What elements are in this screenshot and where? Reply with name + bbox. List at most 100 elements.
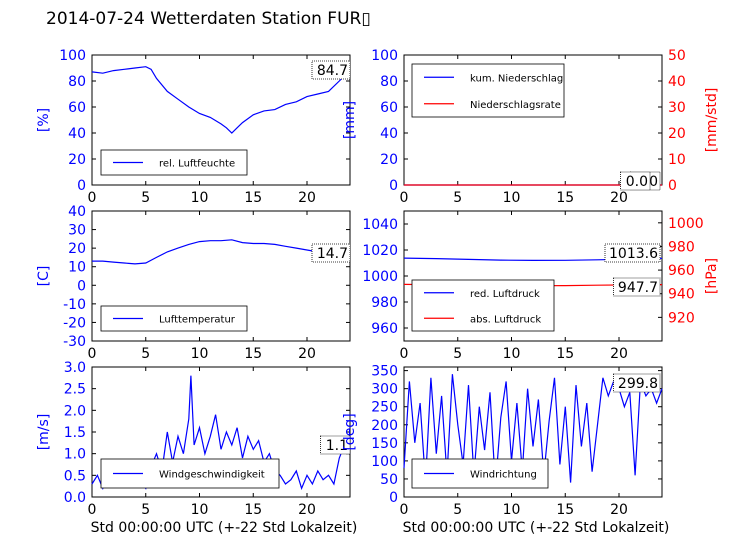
x-axis-label: Std 00:00:00 UTC (+-22 Std Lokalzeit) <box>403 520 670 536</box>
y-axis-label: [C] <box>36 266 52 287</box>
value-label: 947.7 <box>618 280 658 296</box>
x-tick-label: 20 <box>610 502 628 518</box>
y-tick-label: 1000 <box>362 269 398 285</box>
x-tick-label: 10 <box>503 502 521 518</box>
legend-frame <box>411 279 555 332</box>
value-box <box>604 243 661 263</box>
value-label: 14.7 <box>317 246 348 262</box>
legend-label: Windgeschwindigkeit <box>159 470 265 481</box>
y2-axis-label: [mm/std] <box>704 88 720 153</box>
x-tick-label: 15 <box>244 190 262 206</box>
x-tick-label: 0 <box>400 502 409 518</box>
y2-axis-label: [hPa] <box>704 258 720 294</box>
legend: Lufttemperatur <box>100 305 248 332</box>
y-tick-label: 20 <box>380 152 398 168</box>
x-tick-label: 5 <box>141 502 150 518</box>
y-tick-label: 60 <box>68 100 86 116</box>
y2-tick-label: 1000 <box>668 216 704 232</box>
y2-tick-label: 30 <box>668 100 686 116</box>
x-tick-label: 5 <box>453 346 462 362</box>
y-axis-label: [mm] <box>342 101 358 139</box>
x-tick-label: 5 <box>141 190 150 206</box>
legend-label: Windrichtung <box>470 470 537 481</box>
x-tick-label: 5 <box>141 346 150 362</box>
y2-tick-label: 960 <box>668 263 695 279</box>
y-tick-label: 1.0 <box>64 447 86 463</box>
y-axis-label: [%] <box>36 108 52 132</box>
legend: kum. Niederschlag Niederschlagsrate <box>411 63 565 118</box>
y-tick-label: 100 <box>371 454 398 470</box>
legend-label: rel. Luftfeuchte <box>159 159 235 170</box>
x-tick-label: 20 <box>610 346 628 362</box>
x-tick-label: 5 <box>453 502 462 518</box>
legend-label: kum. Niederschlag <box>470 73 563 84</box>
x-tick-label: 15 <box>556 190 574 206</box>
x-tick-label: 15 <box>556 502 574 518</box>
y-tick-label: 250 <box>371 400 398 416</box>
y2-tick-label: 920 <box>668 310 695 326</box>
x-tick-label: 10 <box>191 502 209 518</box>
y-tick-label: 0 <box>389 490 398 506</box>
y-tick-label: 20 <box>68 241 86 257</box>
y-tick-label: 80 <box>68 74 86 90</box>
value-box <box>320 435 351 455</box>
x-tick-label: 20 <box>298 346 316 362</box>
value-label: 0.0 <box>626 174 648 190</box>
y-tick-label: 2.0 <box>64 403 86 419</box>
panel-temperature: 0 5 10 15 20 -30 -20 -10 0 10 20 30 40 [C] Lufttempera… <box>36 204 351 362</box>
series-line <box>91 66 351 134</box>
x-tick-label: 0 <box>88 502 97 518</box>
legend: red. Luftdruck abs. Luftdruck <box>411 279 555 332</box>
y-tick-label: 100 <box>371 48 398 64</box>
y2-tick-label: 980 <box>668 239 695 255</box>
y2-tick-label: 940 <box>668 287 695 303</box>
legend-label: Lufttemperatur <box>159 315 236 326</box>
y-tick-label: 50 <box>380 472 398 488</box>
x-tick-label: 10 <box>503 190 521 206</box>
y-tick-label: 40 <box>68 126 86 142</box>
y-tick-label: -30 <box>63 334 86 350</box>
value-box <box>613 277 661 297</box>
y2-tick-label: 50 <box>668 48 686 64</box>
value-label: 1.1 <box>326 438 348 454</box>
x-tick-label: 10 <box>503 346 521 362</box>
x-tick-label: 20 <box>298 190 316 206</box>
legend-frame <box>411 63 565 118</box>
y-tick-label: 300 <box>371 382 398 398</box>
value-box <box>613 373 661 393</box>
y-tick-label: 980 <box>371 295 398 311</box>
y-tick-label: 200 <box>371 418 398 434</box>
x-tick-label: 0 <box>88 346 97 362</box>
panel-pressure: 0 5 10 15 20 960 980 1000 1020 1040 920 940 960 980 10… <box>362 210 720 362</box>
y-tick-label: 0 <box>77 278 86 294</box>
value-box <box>620 171 651 191</box>
x-tick-label: 15 <box>244 502 262 518</box>
y-axis-label: [m/s] <box>36 414 52 451</box>
y-tick-label: 0 <box>389 178 398 194</box>
y-tick-label: 60 <box>380 100 398 116</box>
y-tick-label: 150 <box>371 436 398 452</box>
y-tick-label: 3.0 <box>64 360 86 376</box>
series-line <box>92 239 351 265</box>
y-tick-label: 80 <box>380 74 398 90</box>
y-axis-label: [deg] <box>342 413 358 450</box>
x-tick-label: 15 <box>244 346 262 362</box>
y2-tick-label: 40 <box>668 74 686 90</box>
y-tick-label: 30 <box>68 223 86 239</box>
value-box <box>311 243 351 263</box>
y-tick-label: 2.5 <box>64 382 86 398</box>
y-tick-label: 40 <box>380 126 398 142</box>
x-tick-label: 0 <box>88 190 97 206</box>
y-tick-label: -10 <box>63 297 86 313</box>
x-tick-label: 20 <box>298 502 316 518</box>
x-tick-label: 5 <box>453 190 462 206</box>
value-label: 1013.6 <box>609 246 658 262</box>
y-tick-label: 1.5 <box>64 425 86 441</box>
value-label: 299.8 <box>618 376 658 392</box>
y2-tick-label: 20 <box>668 126 686 142</box>
y-tick-label: 1040 <box>362 217 398 233</box>
x-tick-label: 0 <box>400 190 409 206</box>
legend-label: abs. Luftdruck <box>470 314 541 325</box>
